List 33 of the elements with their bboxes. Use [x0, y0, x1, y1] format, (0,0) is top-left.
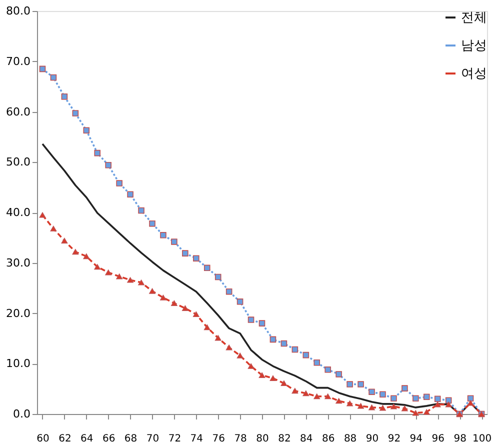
- x-tick-label: 86: [322, 434, 335, 444]
- x-tick-label: 88: [344, 434, 357, 444]
- y-tick-label: 0.0: [13, 408, 30, 420]
- x-tick-label: 68: [124, 434, 138, 444]
- legend-label: 여성: [461, 66, 487, 82]
- x-tick-label: 62: [58, 434, 72, 444]
- y-tick-label: 70.0: [6, 54, 30, 68]
- x-tick-label: 60: [36, 434, 50, 444]
- x-tick-label: 84: [300, 434, 313, 444]
- legend-label: 남성: [461, 38, 487, 54]
- x-tick-label: 96: [432, 434, 444, 444]
- x-tick-label: 74: [190, 434, 204, 444]
- x-tick-label: 94: [410, 434, 423, 444]
- x-tick-label: 100: [472, 434, 492, 444]
- y-tick-label: 50.0: [6, 156, 30, 169]
- x-tick-label: 78: [234, 434, 247, 444]
- x-tick-label: 98: [454, 434, 466, 444]
- x-tick-label: 82: [278, 434, 291, 444]
- x-tick-label: 72: [168, 434, 182, 444]
- y-tick-label: 40.0: [6, 206, 30, 219]
- y-tick-label: 20.0: [6, 306, 30, 320]
- x-tick-label: 92: [388, 434, 401, 444]
- y-tick-label: 30.0: [6, 256, 30, 270]
- x-tick-label: 80: [256, 434, 269, 444]
- x-tick-label: 64: [80, 434, 94, 444]
- x-tick-label: 70: [146, 434, 160, 444]
- x-tick-label: 76: [212, 434, 225, 444]
- y-tick-label: 60.0: [6, 105, 30, 118]
- y-tick-label: 80.0: [6, 4, 30, 18]
- x-tick-label: 66: [102, 434, 116, 444]
- x-tick-label: 90: [366, 434, 379, 444]
- legend-label: 전체: [461, 10, 487, 26]
- y-tick-label: 10.0: [6, 357, 30, 370]
